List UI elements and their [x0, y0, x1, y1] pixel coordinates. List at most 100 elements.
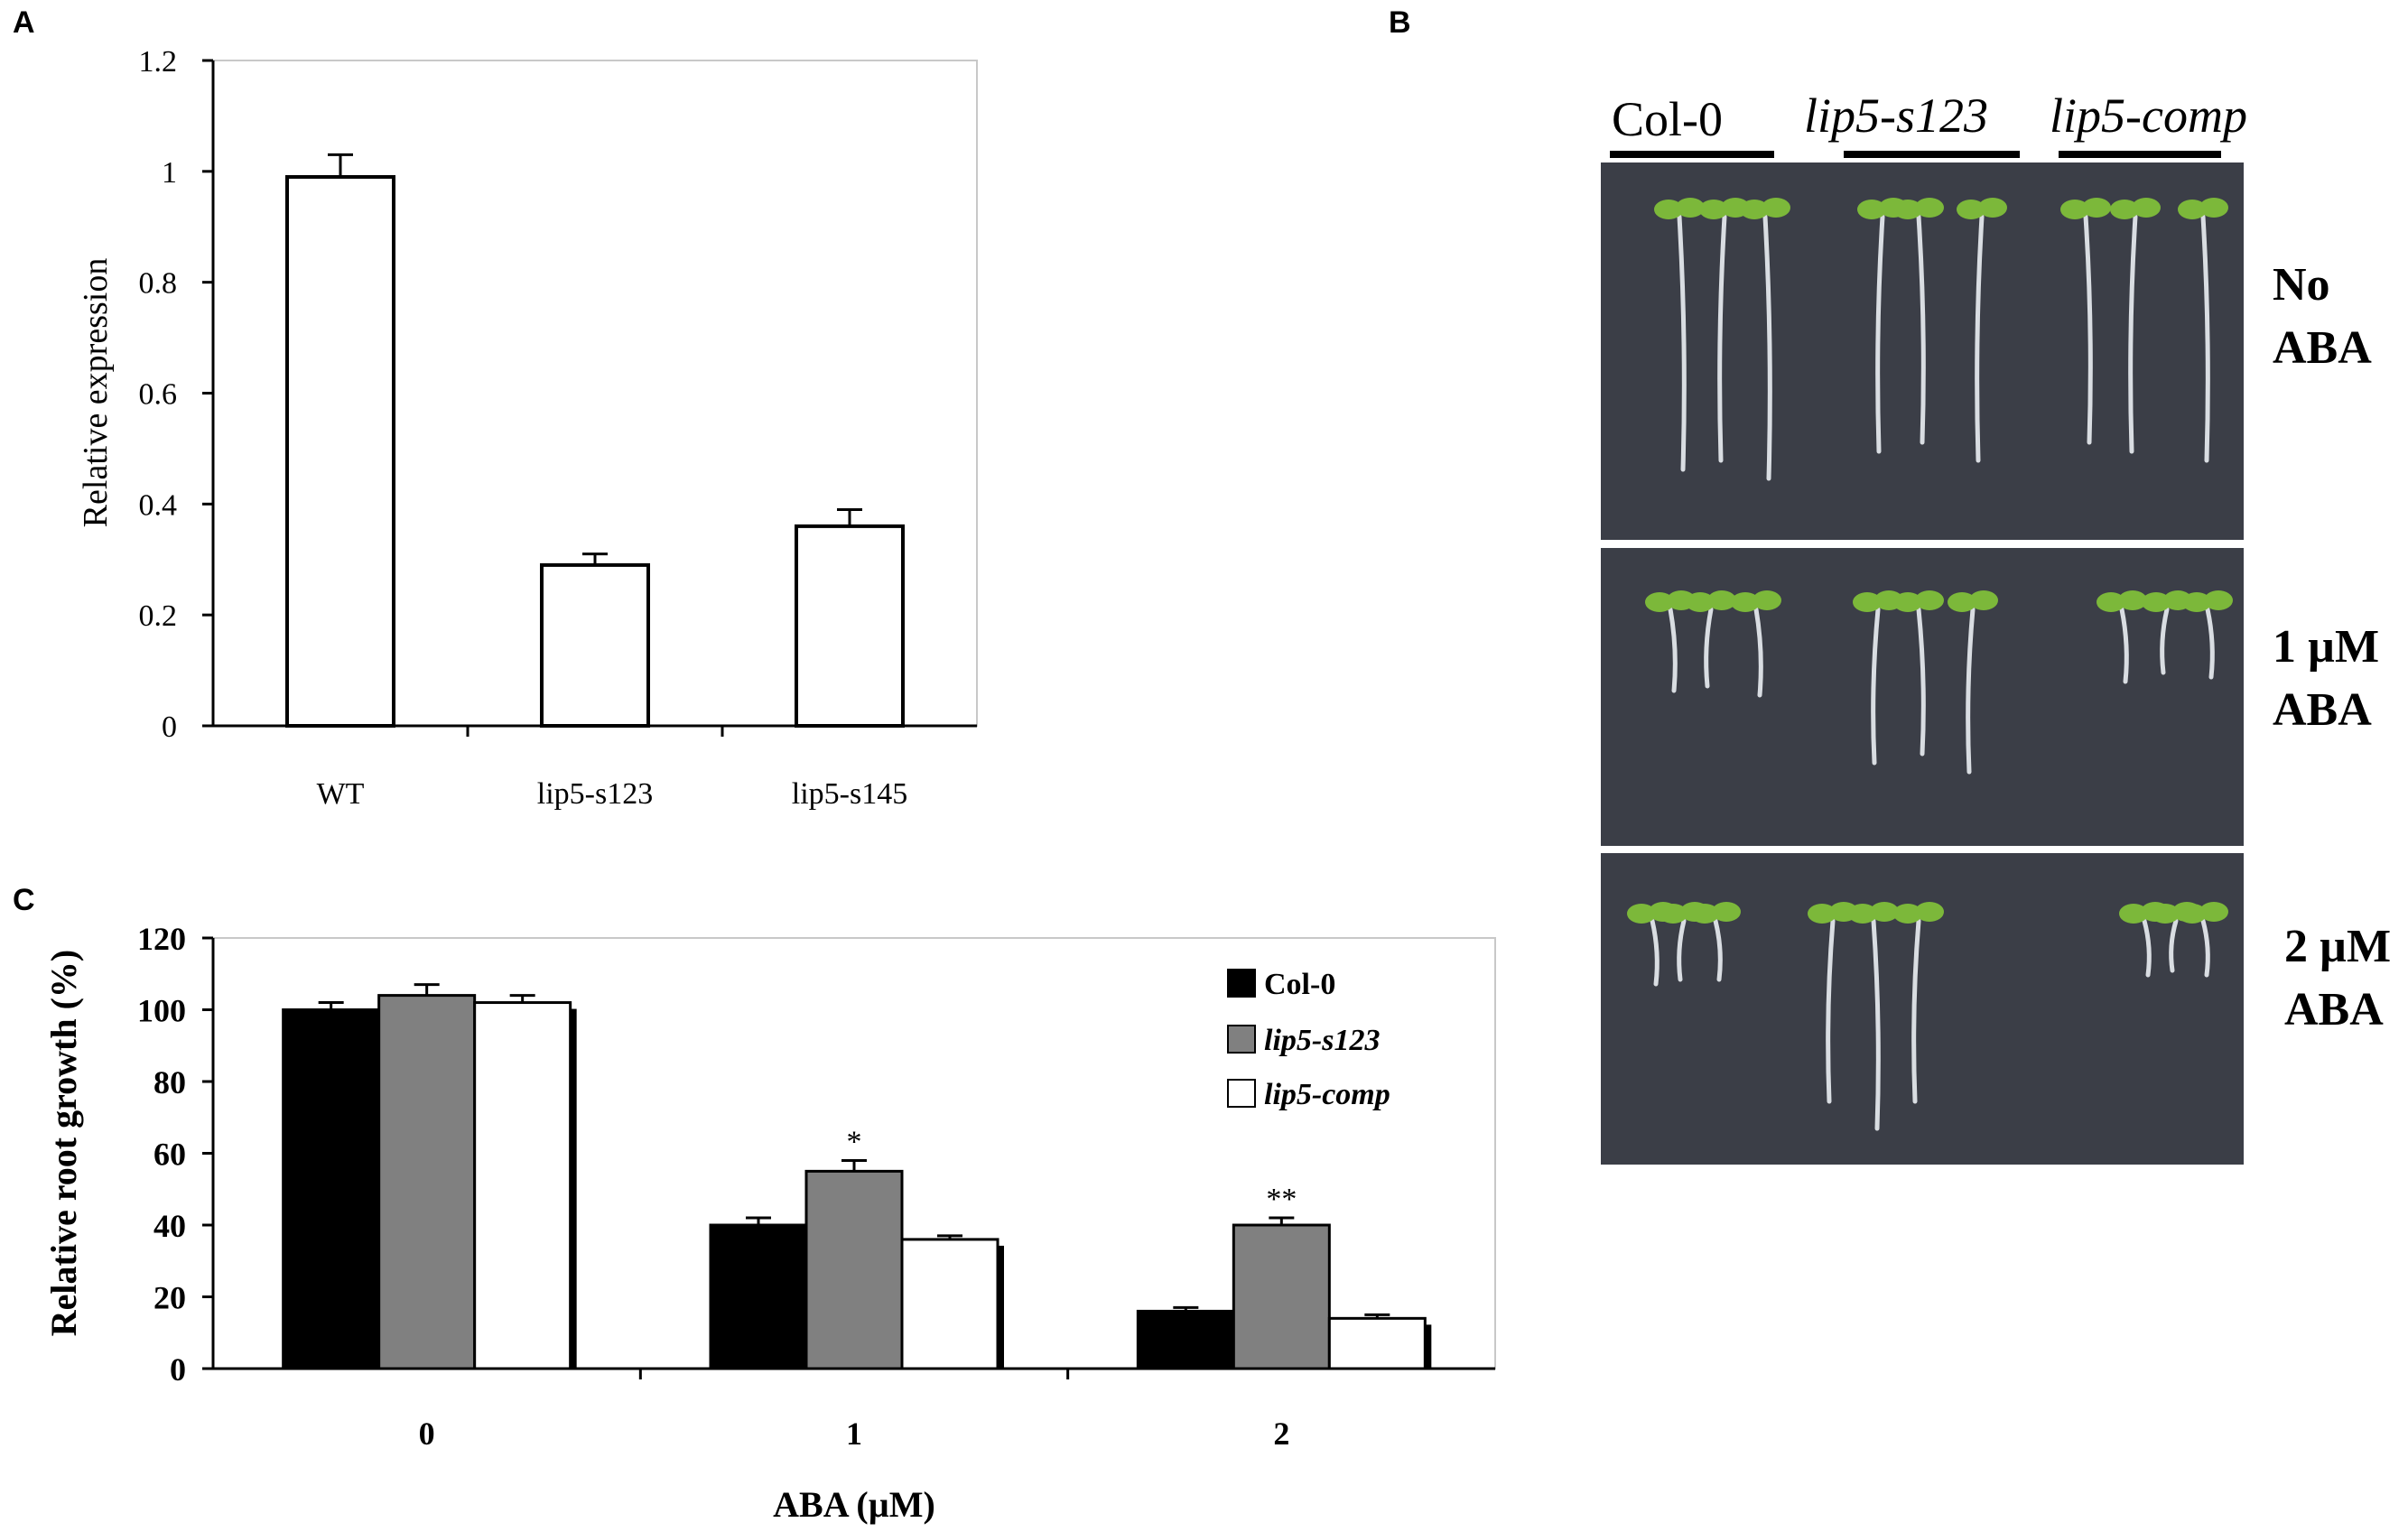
seedling-root — [1677, 214, 1687, 472]
seedling-root — [1717, 214, 1727, 463]
seedling-cotyledon — [1690, 904, 1719, 924]
seedling-root — [1762, 214, 1772, 481]
chart-a-y-ticks: 0 0.2 0.4 0.6 0.8 1 1.2 — [139, 45, 213, 744]
seedling-root — [1704, 607, 1714, 689]
seedling-cotyledon — [1915, 902, 1944, 922]
seedling-root — [2200, 918, 2210, 978]
seedling-root — [2142, 918, 2152, 978]
chart-c-x-tick-label: 0 — [419, 1416, 435, 1452]
seedling-cotyledon — [2204, 590, 2233, 610]
seedling-cotyledon — [1731, 592, 1760, 612]
chart-a-y-tick-label: 0 — [162, 710, 177, 744]
seedling-cotyledon — [2199, 902, 2228, 922]
legend-swatch-lip5s123 — [1227, 1025, 1256, 1054]
seedling-cotyledon — [1645, 592, 1674, 612]
chart-a-y-tick-label: 0.8 — [139, 267, 178, 301]
seedling-cotyledon — [2151, 904, 2180, 924]
chart-c-bar — [1232, 1223, 1331, 1370]
seedling-cotyledon — [1893, 592, 1922, 612]
seedling-cotyledon — [1627, 904, 1656, 924]
condition-1-line2: ABA — [2273, 322, 2372, 374]
seedling-cotyledon — [2142, 592, 2171, 612]
legend-swatch-col0 — [1227, 969, 1256, 998]
seedling-root — [1975, 214, 1985, 463]
chart-c-x-label: ABA (µM) — [773, 1484, 935, 1525]
genotype-label-lip5comp: lip5-comp — [2050, 88, 2247, 143]
seedling-cotyledon — [1870, 902, 1899, 922]
seedling-cotyledon — [1654, 200, 1683, 219]
panel-label-a: A — [13, 5, 35, 40]
seedling-cotyledon — [2082, 198, 2111, 218]
seedling-cotyledon — [2119, 904, 2148, 924]
chart-c-bar — [804, 1169, 904, 1370]
seedling-root — [2200, 214, 2210, 463]
seedling-root — [2205, 607, 2215, 680]
chart-c-legend: Col-0 lip5-s123 lip5-comp — [1227, 968, 1390, 1111]
panel-label-b: B — [1389, 5, 1411, 40]
chart-a-bars — [285, 153, 905, 729]
chart-c-bar — [709, 1223, 808, 1370]
chart-c-y-tick-label: 0 — [170, 1351, 186, 1388]
chart-c-bar — [473, 1001, 572, 1370]
chart-c-y-tick-label: 40 — [153, 1208, 186, 1244]
seedling-cotyledon — [1740, 200, 1769, 219]
seedling-cotyledon — [2110, 200, 2139, 219]
seedling-cotyledon — [1848, 904, 1877, 924]
seedling-cotyledon — [1762, 198, 1790, 218]
chart-c-bar — [377, 994, 477, 1370]
chart-c-bar — [282, 1008, 381, 1370]
seedlings — [1627, 198, 2233, 1131]
seedling-cotyledon — [1893, 904, 1922, 924]
seedling-photo-panel: Col-0 lip5-s123 lip5-comp No ABA 1 µM AB… — [1601, 88, 2391, 1165]
chart-a-y-tick-label: 1 — [162, 156, 177, 190]
chart-c-y-tick-label: 120 — [137, 921, 186, 957]
chart-c-y-ticks: 0 20 40 60 80 100 120 — [137, 921, 213, 1388]
chart-c-significance-mark: * — [847, 1125, 862, 1158]
seedling-cotyledon — [1915, 198, 1944, 218]
seedling-cotyledon — [1978, 198, 2007, 218]
seedling-root — [1668, 607, 1678, 693]
seedling-cotyledon — [1857, 200, 1886, 219]
chart-a-y-tick-label: 0.6 — [139, 378, 178, 412]
legend-label-lip5s123: lip5-s123 — [1264, 1024, 1380, 1057]
chart-a-x-labels: WT lip5-s123 lip5-s145 — [317, 726, 907, 811]
chart-a-x-tick-label: WT — [317, 777, 365, 811]
seedling-cotyledon — [2178, 200, 2207, 219]
condition-2-line2: ABA — [2273, 684, 2372, 736]
chart-a-bar — [285, 174, 395, 729]
condition-2-line1: 1 µM — [2273, 621, 2379, 673]
seedling-cotyledon — [1676, 198, 1705, 218]
chart-c-y-tick-label: 60 — [153, 1137, 186, 1173]
chart-c-bar — [900, 1238, 999, 1370]
legend-label-lip5comp: lip5-comp — [1264, 1078, 1390, 1111]
panel-label-c: C — [13, 883, 35, 917]
chart-c-bars: *** — [282, 983, 1432, 1370]
seedling-root — [1916, 607, 1926, 757]
seedling-root — [1911, 918, 1921, 1104]
seedling-cotyledon — [1893, 200, 1922, 219]
seedling-cotyledon — [1915, 590, 1944, 610]
chart-c-x-tick-label: 1 — [846, 1416, 862, 1452]
chart-a-x-tick-label: lip5-s123 — [537, 777, 653, 811]
seedling-cotyledon — [1659, 904, 1687, 924]
condition-3-line1: 2 µM — [2284, 921, 2391, 972]
seedling-cotyledon — [1699, 200, 1728, 219]
chart-c-y-label: Relative root growth (%) — [43, 950, 84, 1336]
seedling-cotyledon — [2060, 200, 2089, 219]
seedling-root — [1826, 918, 1836, 1104]
chart-c-bar — [1327, 1316, 1427, 1370]
genotype-label-col0: Col-0 — [1612, 92, 1723, 146]
chart-c-bar — [1136, 1309, 1235, 1370]
seedling-root — [2119, 607, 2129, 684]
chart-a-x-tick-label: lip5-s145 — [792, 777, 907, 811]
chart-a-y-tick-label: 0.2 — [139, 599, 178, 633]
chart-a-bar — [795, 524, 905, 729]
chart-a: 0 0.2 0.4 0.6 0.8 1 1.2 WT lip5-s123 lip5-s145 R… — [77, 45, 978, 811]
seedling-root — [2128, 214, 2138, 454]
legend-label-col0: Col-0 — [1264, 968, 1335, 1001]
seedling-cotyledon — [1712, 902, 1741, 922]
seedling-root — [1650, 918, 1660, 987]
